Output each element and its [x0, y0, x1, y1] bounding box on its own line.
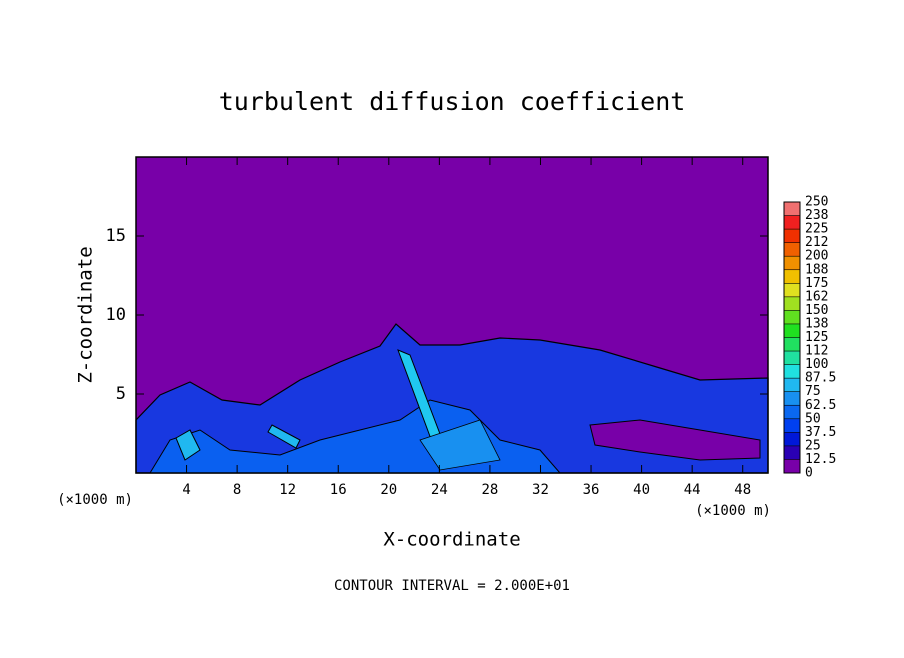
x-tick-label: 16 [330, 482, 347, 498]
colorbar-band [784, 337, 800, 352]
footnote: CONTOUR INTERVAL = 2.000E+01 [334, 578, 570, 594]
colorbar-label: 175 [805, 276, 828, 291]
x-unit-label: (×1000 m) [695, 503, 771, 519]
colorbar-label: 12.5 [805, 452, 836, 467]
colorbar-band [784, 323, 800, 338]
colorbar-band [784, 418, 800, 433]
colorbar-label: 250 [805, 195, 828, 210]
x-unit-label: (×1000 m) [57, 492, 133, 508]
colorbar-band [784, 351, 800, 365]
colorbar-band [784, 269, 800, 284]
colorbar-label: 112 [805, 344, 828, 359]
colorbar-band [784, 405, 800, 419]
colorbar-band [784, 283, 800, 297]
x-tick-label: 48 [734, 482, 751, 498]
colorbar-label: 37.5 [805, 425, 836, 440]
x-tick-label: 12 [279, 482, 296, 498]
colorbar-label: 87.5 [805, 371, 836, 386]
colorbar-band [784, 445, 800, 460]
x-axis-label: X-coordinate [383, 529, 520, 551]
field-region [267, 424, 301, 449]
chart-title: turbulent diffusion coefficient [219, 87, 686, 116]
colorbar-label: 25 [805, 438, 821, 453]
field-region [419, 419, 501, 471]
colorbar-band [784, 432, 800, 446]
colorbar-label: 50 [805, 411, 821, 426]
y-tick-label: 5 [116, 384, 126, 404]
x-tick-label: 36 [583, 482, 600, 498]
colorbar-label: 212 [805, 235, 828, 250]
colorbar-label: 225 [805, 222, 828, 237]
colorbar-label: 100 [805, 357, 828, 372]
colorbar-label: 75 [805, 384, 821, 399]
x-tick-label: 44 [684, 482, 701, 498]
colorbar-band [784, 229, 800, 243]
colorbar-label: 200 [805, 249, 828, 264]
y-tick-label: 10 [106, 305, 126, 325]
colorbar-band [784, 202, 800, 216]
colorbar-band [784, 256, 800, 270]
field-region [589, 419, 761, 461]
colorbar-label: 238 [805, 208, 828, 223]
field-region [175, 429, 201, 461]
x-tick-label: 20 [380, 482, 397, 498]
colorbar-band [784, 459, 800, 473]
x-tick-label: 8 [233, 482, 241, 498]
colorbar-label: 125 [805, 330, 828, 345]
colorbar-label: 138 [805, 316, 828, 331]
colorbar-band [784, 364, 800, 379]
x-tick-label: 28 [481, 482, 498, 498]
x-tick-label: 4 [182, 482, 190, 498]
colorbar-band [784, 378, 800, 392]
y-tick-label: 15 [106, 226, 126, 246]
x-tick-label: 24 [431, 482, 448, 498]
colorbar-band [784, 310, 800, 324]
colorbar-band [784, 242, 800, 257]
colorbar-band [784, 391, 800, 406]
field-shading [135, 323, 769, 474]
colorbar-label: 150 [805, 303, 828, 318]
colorbar-label: 188 [805, 262, 828, 277]
colorbar-label: 162 [805, 289, 828, 304]
x-tick-label: 40 [633, 482, 650, 498]
y-axis-label: Z-coordinate [75, 246, 97, 383]
x-tick-label: 32 [532, 482, 549, 498]
colorbar-label: 62.5 [805, 398, 836, 413]
colorbar-label: 0 [805, 466, 813, 481]
colorbar-band [784, 215, 800, 230]
colorbar-band [784, 296, 800, 311]
